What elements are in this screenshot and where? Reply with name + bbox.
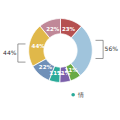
svg-text:56%: 56% (105, 45, 119, 52)
svg-text:22%: 22% (46, 26, 60, 32)
svg-text:11%: 11% (49, 70, 63, 76)
svg-text:情: 情 (77, 92, 84, 98)
svg-text:11%: 11% (64, 67, 78, 74)
svg-text:44%: 44% (32, 43, 46, 49)
svg-text:22%: 22% (39, 64, 53, 70)
svg-text:23%: 23% (62, 26, 76, 32)
svg-text:44%: 44% (3, 49, 17, 56)
